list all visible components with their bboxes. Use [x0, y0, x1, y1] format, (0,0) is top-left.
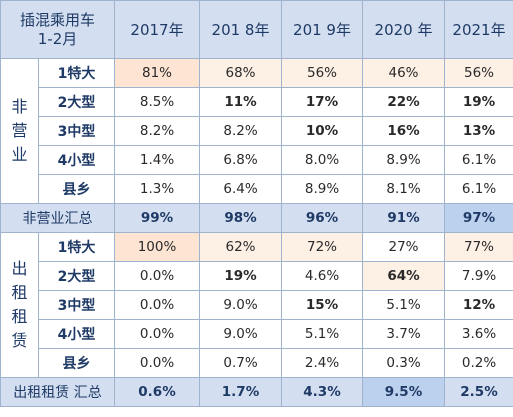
summary-row: 出租租赁 汇总 0.6% 1.7% 4.3% 9.5% 2.5%: [0, 377, 513, 407]
summary-label: 非营业汇总: [0, 203, 116, 233]
value-cell: 0.2%: [444, 348, 513, 378]
value-cell: 16%: [362, 116, 446, 146]
value-cell: 11%: [199, 87, 283, 117]
summary-value: 96%: [281, 203, 364, 233]
corner-line-2: 1-2月: [37, 29, 78, 48]
table-row: 非营业 1特大 81% 68% 56% 46% 56%: [0, 58, 513, 204]
category-label: 1特大: [37, 232, 116, 262]
value-cell: 0.0%: [114, 261, 201, 291]
value-cell: 77%: [444, 232, 513, 262]
year-header: 2020 年: [362, 0, 446, 59]
value-cell: 56%: [444, 58, 513, 88]
value-cell: 5.1%: [362, 290, 446, 320]
summary-value: 1.7%: [199, 377, 283, 407]
value-cell: 3.7%: [362, 319, 446, 349]
value-cell: 10%: [281, 116, 364, 146]
value-cell: 8.5%: [114, 87, 201, 117]
value-cell: 13%: [444, 116, 513, 146]
summary-value: 2.5%: [444, 377, 513, 407]
category-label: 2大型: [37, 261, 116, 291]
category-label: 2大型: [37, 87, 116, 117]
value-cell: 62%: [199, 232, 283, 262]
value-cell: 19%: [199, 261, 283, 291]
value-cell: 9.0%: [199, 290, 283, 320]
category-label: 4小型: [37, 145, 116, 175]
value-cell: 7.9%: [444, 261, 513, 291]
summary-value: 9.5%: [362, 377, 446, 407]
value-cell: 5.1%: [281, 319, 364, 349]
value-cell: 6.1%: [444, 145, 513, 175]
table-row: 3中型 0.0% 9.0% 15% 5.1% 12%: [1, 290, 513, 320]
data-table: 插混乘用车 1-2月 2017年 201 8年 201 9年 2020 年 20…: [0, 0, 513, 407]
value-cell: 0.0%: [114, 348, 201, 378]
value-cell: 3.6%: [444, 319, 513, 349]
table-row: 2大型 8.5% 11% 17% 22% 19%: [1, 87, 513, 117]
value-cell: 6.8%: [199, 145, 283, 175]
table-row: 县乡 1.3% 6.4% 8.9% 8.1% 6.1%: [1, 174, 513, 204]
table-row: 4小型 0.0% 9.0% 5.1% 3.7% 3.6%: [1, 319, 513, 349]
group-label-non-commercial: 非营业: [0, 58, 39, 204]
value-cell: 68%: [199, 58, 283, 88]
table-row: 出租租赁 1特大 100% 62% 72% 27% 77%: [0, 232, 513, 378]
value-cell: 15%: [281, 290, 364, 320]
value-cell: 8.2%: [114, 116, 201, 146]
value-cell: 8.9%: [362, 145, 446, 175]
value-cell: 9.0%: [199, 319, 283, 349]
year-header: 2021年: [444, 0, 513, 59]
value-cell: 81%: [114, 58, 201, 88]
corner-line-1: 插混乘用车: [20, 10, 96, 29]
value-cell: 27%: [362, 232, 446, 262]
value-cell: 12%: [444, 290, 513, 320]
table-corner-title: 插混乘用车 1-2月: [0, 0, 116, 59]
category-label: 县乡: [37, 348, 116, 378]
value-cell: 0.7%: [199, 348, 283, 378]
category-label: 3中型: [37, 116, 116, 146]
summary-value: 4.3%: [281, 377, 364, 407]
summary-value: 99%: [114, 203, 201, 233]
value-cell: 4.6%: [281, 261, 364, 291]
value-cell: 17%: [281, 87, 364, 117]
group-label-rental: 出租租赁: [0, 232, 39, 378]
value-cell: 64%: [362, 261, 446, 291]
year-header: 2017年: [114, 0, 201, 59]
value-cell: 46%: [362, 58, 446, 88]
value-cell: 0.3%: [362, 348, 446, 378]
category-label: 1特大: [37, 58, 116, 88]
value-cell: 19%: [444, 87, 513, 117]
summary-value: 97%: [444, 203, 513, 233]
value-cell: 6.1%: [444, 174, 513, 204]
value-cell: 8.2%: [199, 116, 283, 146]
value-cell: 56%: [281, 58, 364, 88]
value-cell: 1.3%: [114, 174, 201, 204]
table-row: 2大型 0.0% 19% 4.6% 64% 7.9%: [1, 261, 513, 291]
year-header: 201 9年: [281, 0, 364, 59]
value-cell: 100%: [114, 232, 201, 262]
value-cell: 6.4%: [199, 174, 283, 204]
summary-value: 98%: [199, 203, 283, 233]
summary-value: 0.6%: [114, 377, 201, 407]
header-row: 插混乘用车 1-2月 2017年 201 8年 201 9年 2020 年 20…: [0, 0, 513, 59]
value-cell: 72%: [281, 232, 364, 262]
summary-value: 91%: [362, 203, 446, 233]
summary-row: 非营业汇总 99% 98% 96% 91% 97%: [0, 203, 513, 233]
category-label: 3中型: [37, 290, 116, 320]
table-row: 3中型 8.2% 8.2% 10% 16% 13%: [1, 116, 513, 146]
value-cell: 1.4%: [114, 145, 201, 175]
value-cell: 8.1%: [362, 174, 446, 204]
category-label: 县乡: [37, 174, 116, 204]
value-cell: 8.9%: [281, 174, 364, 204]
table-row: 县乡 0.0% 0.7% 2.4% 0.3% 0.2%: [1, 348, 513, 378]
value-cell: 0.0%: [114, 290, 201, 320]
value-cell: 0.0%: [114, 319, 201, 349]
year-header: 201 8年: [199, 0, 283, 59]
summary-label: 出租租赁 汇总: [0, 377, 116, 407]
value-cell: 2.4%: [281, 348, 364, 378]
value-cell: 8.0%: [281, 145, 364, 175]
value-cell: 22%: [362, 87, 446, 117]
category-label: 4小型: [37, 319, 116, 349]
table-row: 4小型 1.4% 6.8% 8.0% 8.9% 6.1%: [1, 145, 513, 175]
